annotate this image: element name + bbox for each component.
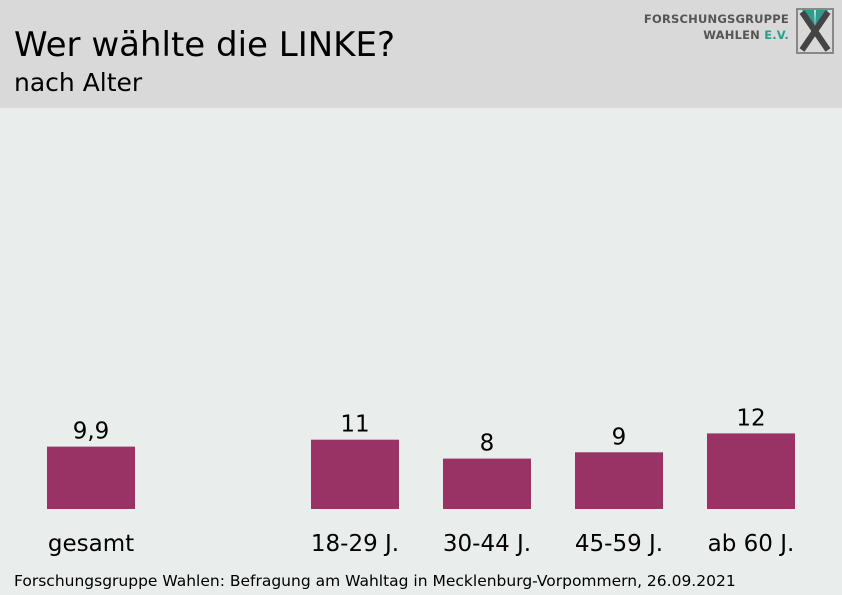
- data-label-0: 9,9: [73, 419, 110, 445]
- category-label-4: ab 60 J.: [708, 531, 795, 557]
- category-label-0: gesamt: [48, 531, 134, 557]
- bar-4: [707, 433, 795, 509]
- category-label-3: 45-59 J.: [575, 531, 663, 557]
- chart-subtitle: nach Alter: [14, 68, 143, 97]
- logo-wordmark: FORSCHUNGSGRUPPE WAHLEN E.V.: [644, 11, 789, 43]
- logo-line-2-main: WAHLEN: [703, 28, 765, 42]
- logo-line-2: WAHLEN E.V.: [644, 27, 789, 43]
- bar-1: [311, 439, 399, 509]
- data-label-4: 12: [736, 405, 765, 431]
- data-label-2: 8: [480, 431, 495, 457]
- bar-0: [47, 446, 135, 509]
- bar-2: [443, 458, 531, 509]
- bar-3: [575, 452, 663, 509]
- bar-chart: 9,9 gesamt 11 18-29 J. 8 30-44 J. 9 45-59 J. 12 a…: [47, 405, 795, 557]
- data-label-3: 9: [612, 424, 627, 450]
- category-label-2: 30-44 J.: [443, 531, 531, 557]
- logo-line-1: FORSCHUNGSGRUPPE: [643, 12, 789, 26]
- chart-title: Wer wählte die LINKE?: [14, 25, 396, 65]
- logo-x-icon: [796, 8, 834, 54]
- source-note: Forschungsgruppe Wahlen: Befragung am Wa…: [14, 572, 736, 590]
- data-label-1: 11: [340, 412, 369, 438]
- category-label-1: 18-29 J.: [311, 531, 399, 557]
- header-band: Wer wählte die LINKE? nach Alter FORSCHU…: [0, 0, 842, 108]
- logo-line-2-accent: E.V.: [764, 28, 789, 42]
